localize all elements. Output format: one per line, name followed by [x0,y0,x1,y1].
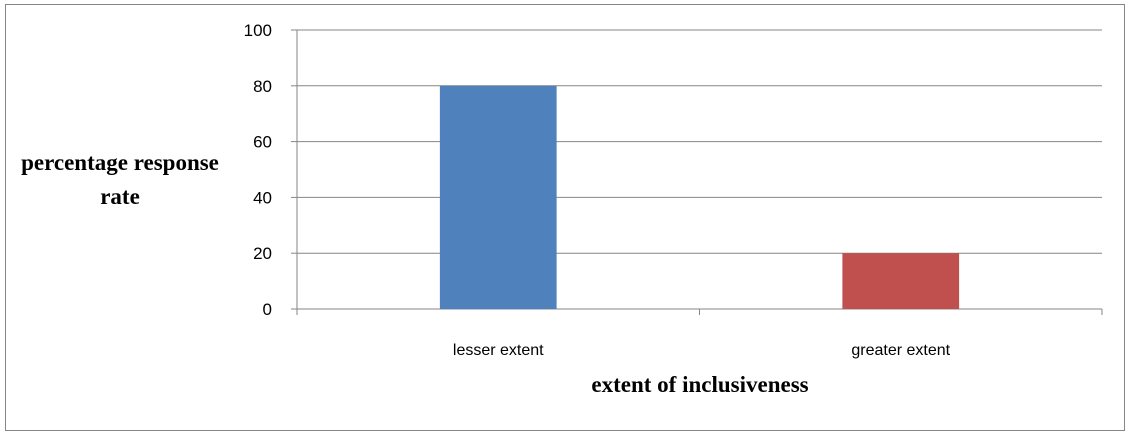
y-tick-label: 40 [253,188,272,207]
y-axis-label: percentage response rate [21,150,219,209]
y-tick-label: 20 [253,244,272,263]
x-category-label: greater extent [851,342,950,359]
y-tick-label: 60 [253,133,272,152]
bar-greater-extent [842,253,960,309]
y-tick-label: 0 [263,300,272,319]
x-category-label: lesser extent [453,342,544,359]
x-axis-label: extent of inclusiveness [591,372,809,397]
y-tick-label: 80 [253,77,272,96]
y-tick-label: 100 [244,21,272,40]
bar-lesser-extent [439,85,557,309]
chart-frame [5,4,1125,431]
